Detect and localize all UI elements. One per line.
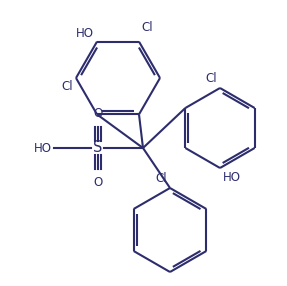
Text: O: O xyxy=(93,107,103,120)
Text: O: O xyxy=(93,176,103,189)
Text: Cl: Cl xyxy=(141,21,153,34)
Text: HO: HO xyxy=(34,142,52,154)
Text: HO: HO xyxy=(76,27,94,40)
Text: HO: HO xyxy=(223,171,241,184)
Text: S: S xyxy=(93,140,103,156)
Text: Cl: Cl xyxy=(155,172,167,185)
Text: Cl: Cl xyxy=(61,80,73,93)
Text: Cl: Cl xyxy=(205,72,217,85)
